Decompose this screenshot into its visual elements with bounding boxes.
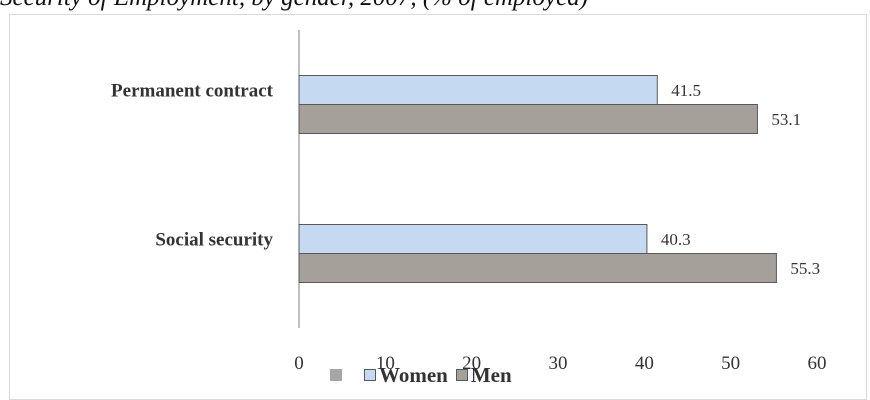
x-tick-label-20: 20 (462, 353, 481, 374)
x-tick-label-30: 30 (549, 353, 568, 374)
legend-label-women: Women (379, 362, 448, 387)
legend-swatch-women (364, 369, 376, 381)
category-label-permanent-contract: Permanent contract (111, 81, 274, 102)
x-tick-label-10: 10 (376, 353, 395, 374)
legend-item-men: Men (455, 362, 512, 388)
data-label-women-permanent-contract: 41.5 (671, 81, 701, 100)
bar-men-permanent-contract (298, 104, 758, 134)
legend-item-women: Women (364, 363, 448, 388)
x-tick-label-50: 50 (721, 353, 740, 374)
bar-women-social-security (298, 224, 648, 254)
legend: Women Men (330, 362, 512, 388)
x-tick-label-0: 0 (294, 353, 304, 374)
data-label-men-permanent-contract: 53.1 (771, 110, 801, 129)
legend-swatch-men (455, 369, 468, 381)
data-label-men-social-security: 55.3 (790, 259, 820, 278)
bar-women-permanent-contract (298, 75, 658, 105)
legend-label-men: Men (470, 362, 512, 387)
bar-men-social-security (298, 253, 777, 283)
data-label-women-social-security: 40.3 (661, 230, 691, 249)
category-label-social-security: Social security (155, 230, 273, 251)
x-tick-label-40: 40 (635, 353, 654, 374)
legend-extra-marker (330, 369, 342, 381)
chart-title: Security of Employment, by gender, 2007,… (0, 0, 588, 12)
x-tick-label-60: 60 (808, 353, 827, 374)
